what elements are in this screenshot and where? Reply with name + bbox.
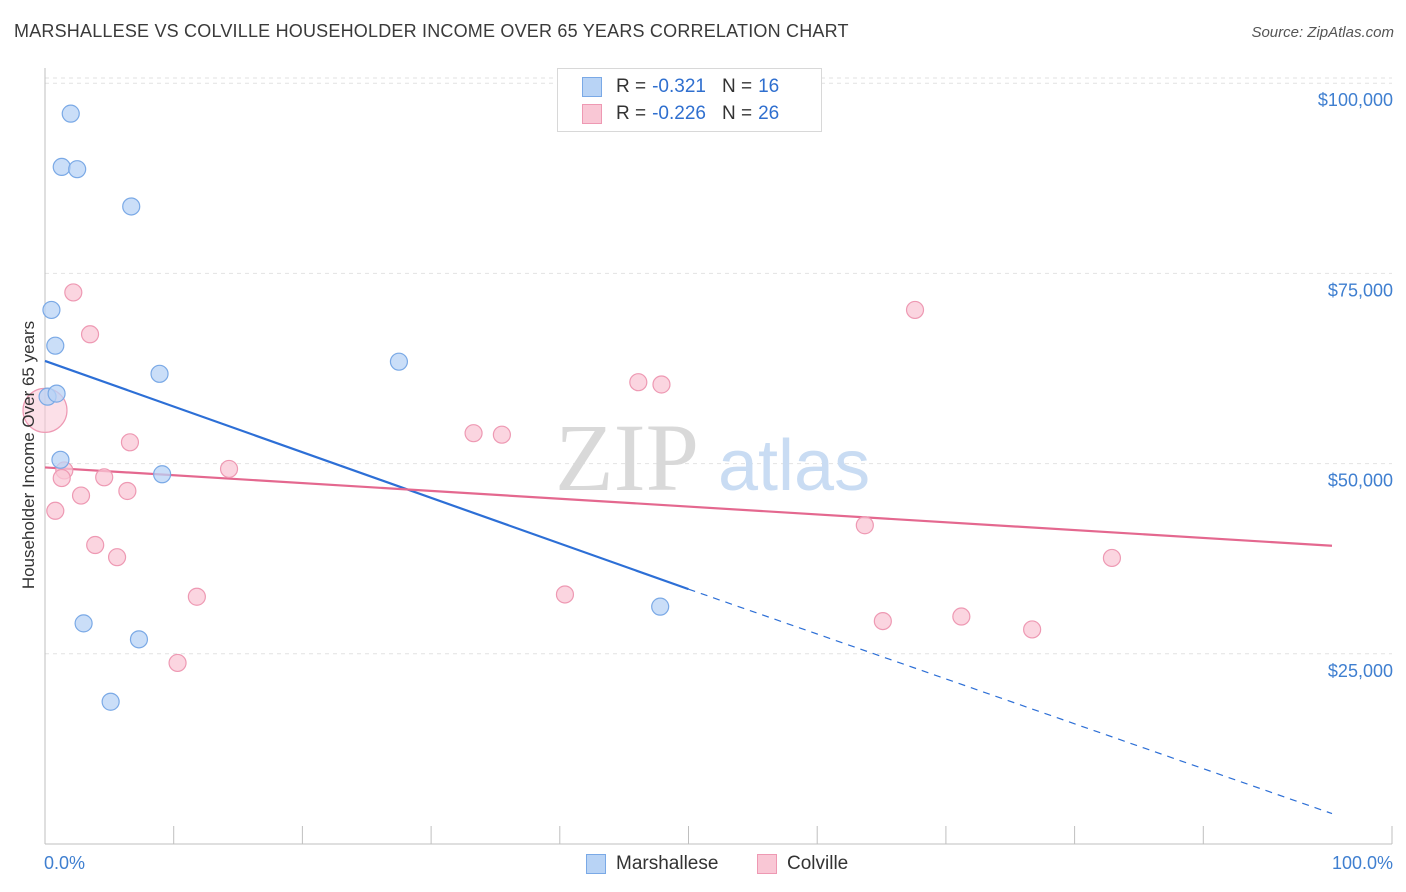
x-tick-label: 0.0% — [44, 853, 85, 873]
colville-point — [873, 611, 892, 631]
colville-point — [120, 433, 140, 452]
marshallese-point — [129, 630, 149, 649]
legend-swatch-pink — [757, 854, 777, 874]
marshallese-point — [122, 197, 141, 216]
legend-label: Colville — [787, 853, 849, 874]
legend-n-label: N = — [721, 76, 753, 97]
y-tick-label: $75,000 — [1328, 280, 1393, 300]
legend-swatch-blue — [582, 77, 602, 97]
legend-label: Marshallese — [616, 853, 719, 874]
axes — [44, 68, 1393, 845]
marshallese-point — [389, 352, 409, 371]
colville-point — [652, 375, 671, 394]
colville-point — [86, 535, 105, 555]
legend-n-label: N = — [721, 103, 753, 124]
legend-swatch-blue — [586, 854, 606, 874]
colville-point — [1102, 548, 1122, 568]
legend-item-marshallese[interactable]: Marshallese — [586, 851, 718, 877]
data-points — [22, 104, 1122, 711]
colville-trend-line — [44, 466, 1333, 547]
marshallese-point — [101, 692, 120, 711]
legend-r-label: R = — [616, 76, 647, 97]
colville-point — [46, 501, 65, 520]
marshallese-point — [46, 336, 65, 355]
tick-labels: $25,000 $50,000 $75,000 $100,000 0.0% 100.0% — [44, 90, 1393, 873]
colville-point — [187, 587, 206, 606]
colville-point — [464, 424, 483, 443]
watermark-atlas: atlas — [718, 426, 870, 506]
colville-point — [95, 468, 114, 487]
colville-point — [952, 607, 971, 626]
legend-r-label: R = — [616, 103, 647, 124]
marshallese-point — [61, 104, 80, 123]
marshallese-point — [74, 614, 93, 633]
marshallese-point — [651, 597, 670, 616]
source-label: Source: ZipAtlas.com — [1251, 24, 1394, 41]
trend-lines — [44, 359, 1333, 815]
marshallese-point — [153, 465, 172, 484]
colville-point — [905, 300, 925, 320]
marshallese-point — [68, 160, 87, 179]
colville-point — [168, 653, 187, 673]
y-tick-label: $100,000 — [1318, 90, 1393, 110]
legend-row-marshallese: R = -0.321 N = 16 — [582, 75, 779, 99]
marshallese-point — [52, 157, 71, 177]
colville-point — [52, 468, 71, 488]
colville-point — [107, 548, 127, 567]
marshallese-point — [42, 300, 61, 320]
watermark: ZIP atlas — [555, 404, 870, 511]
colville-point — [219, 459, 239, 479]
legend-r-value: -0.226 — [652, 103, 706, 124]
marshallese-point — [47, 384, 66, 403]
colville-point — [555, 585, 575, 604]
colville-point — [629, 373, 648, 392]
colville-point — [855, 516, 874, 535]
y-tick-label: $50,000 — [1328, 471, 1393, 491]
legend-n-value: 26 — [758, 103, 780, 124]
colville-point — [1023, 620, 1042, 639]
legend-row-colville: R = -0.226 N = 26 — [582, 102, 779, 126]
colville-point — [80, 325, 100, 344]
y-axis-label: Householder Income Over 65 years — [19, 321, 38, 589]
watermark-zip: ZIP — [555, 404, 699, 511]
chart-title: MARSHALLESE VS COLVILLE HOUSEHOLDER INCO… — [14, 21, 849, 41]
x-tick-label: 100.0% — [1332, 853, 1393, 873]
marshallese-trend-extension — [688, 588, 1333, 815]
legend-swatch-pink — [582, 104, 602, 124]
correlation-legend: R = -0.321 N = 16 R = -0.226 N = 26 — [557, 68, 822, 132]
marshallese-point — [150, 364, 169, 383]
legend-r-value: -0.321 — [652, 76, 706, 97]
y-tick-label: $25,000 — [1328, 661, 1393, 681]
marshallese-trend-line — [44, 359, 689, 591]
legend-item-colville[interactable]: Colville — [757, 851, 848, 877]
colville-point — [118, 481, 137, 501]
colville-point — [64, 283, 83, 302]
marshallese-point — [51, 450, 70, 469]
colville-point — [71, 486, 91, 505]
legend-n-value: 16 — [758, 76, 780, 97]
colville-point — [492, 425, 511, 444]
grid-lines — [45, 77, 1392, 655]
